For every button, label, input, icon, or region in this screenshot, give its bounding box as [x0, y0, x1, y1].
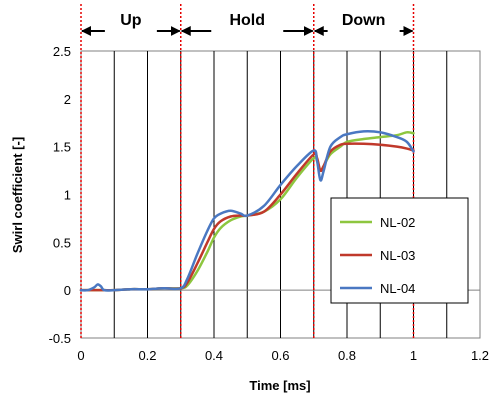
x-tick-label: 1	[410, 348, 417, 363]
legend-box	[330, 197, 469, 304]
x-tick-labels: 0 0.2 0.4 0.6 0.8 1 1.2	[77, 348, 489, 363]
phase-labels: Up Hold Down	[120, 12, 385, 29]
x-axis-title: Time [ms]	[249, 378, 310, 393]
legend: NL-02 NL-03 NL-04	[330, 197, 469, 304]
x-tick-label: 0.4	[205, 348, 223, 363]
y-tick-labels: -0.5 0 0.5 1 1.5 2 2.5	[49, 44, 71, 346]
series-line-nl-04	[79, 129, 415, 292]
legend-label: NL-02	[380, 215, 415, 230]
y-tick-label: -0.5	[49, 331, 71, 346]
x-tick-label: 1.2	[471, 348, 489, 363]
y-tick-label: 2.5	[53, 44, 71, 59]
phase-label: Up	[120, 12, 142, 29]
legend-label: NL-04	[380, 281, 415, 296]
y-tick-label: 1.5	[53, 140, 71, 155]
y-tick-label: 0.5	[53, 235, 71, 250]
x-tick-label: 0.2	[138, 348, 156, 363]
x-tick-label: 0.8	[338, 348, 356, 363]
phase-label: Down	[342, 12, 386, 29]
y-axis-title: Swirl coefficient [-]	[10, 137, 25, 253]
x-tick-label: 0	[77, 348, 84, 363]
x-tick-label: 0.6	[271, 348, 289, 363]
legend-label: NL-03	[380, 248, 415, 263]
y-tick-label: 2	[64, 92, 71, 107]
phase-label: Hold	[229, 12, 265, 29]
y-tick-label: 1	[64, 188, 71, 203]
y-tick-label: 0	[64, 283, 71, 298]
series-lines	[79, 129, 415, 292]
